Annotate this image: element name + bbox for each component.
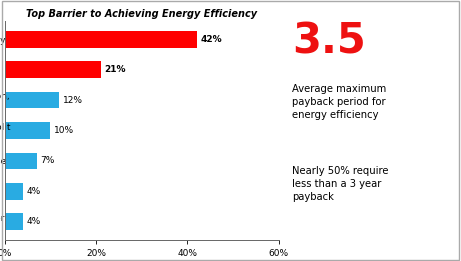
Bar <box>5 183 23 200</box>
Text: 4%: 4% <box>27 217 41 226</box>
Text: 4%: 4% <box>27 187 41 196</box>
Text: 42%: 42% <box>200 35 222 44</box>
Bar <box>5 61 100 78</box>
Bar <box>5 213 23 230</box>
Bar <box>5 92 59 108</box>
Text: 3.5: 3.5 <box>292 20 366 62</box>
Text: 10%: 10% <box>54 126 74 135</box>
Bar <box>5 31 196 48</box>
Text: Nearly 50% require
less than a 3 year
payback: Nearly 50% require less than a 3 year pa… <box>292 166 389 202</box>
Bar <box>5 122 50 139</box>
Text: 7%: 7% <box>40 156 55 165</box>
Text: 21%: 21% <box>104 65 126 74</box>
Title: Top Barrier to Achieving Energy Efficiency: Top Barrier to Achieving Energy Efficien… <box>26 9 257 19</box>
Bar <box>5 153 36 169</box>
Text: Average maximum
payback period for
energy efficiency: Average maximum payback period for energ… <box>292 84 386 120</box>
Text: 12%: 12% <box>63 96 83 105</box>
